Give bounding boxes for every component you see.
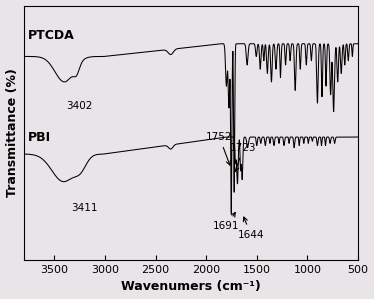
Text: 1723: 1723: [230, 143, 256, 171]
Text: 1752: 1752: [206, 132, 233, 165]
Text: 1691: 1691: [213, 213, 240, 231]
X-axis label: Wavenumers (cm⁻¹): Wavenumers (cm⁻¹): [121, 280, 261, 293]
Y-axis label: Transmittance (%): Transmittance (%): [6, 68, 19, 197]
Text: 1644: 1644: [237, 217, 264, 239]
Text: 3411: 3411: [71, 203, 98, 213]
Text: 3402: 3402: [67, 101, 93, 111]
Text: PTCDA: PTCDA: [28, 29, 75, 42]
Text: PBI: PBI: [28, 131, 51, 144]
